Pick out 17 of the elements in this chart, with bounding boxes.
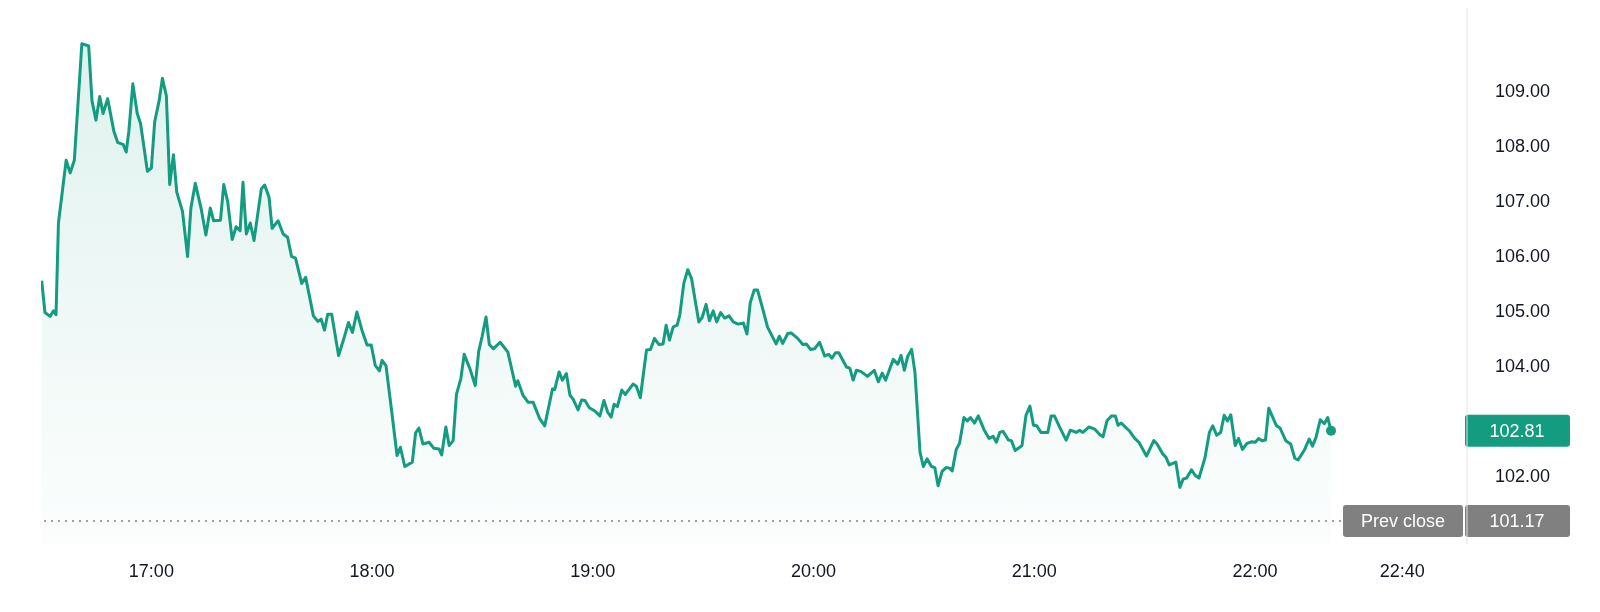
x-tick-label: 20:00: [791, 560, 837, 581]
x-tick-label: 19:00: [570, 560, 616, 581]
y-tick-label: 102.00: [1495, 465, 1551, 486]
x-tick-label: 18:00: [349, 560, 395, 581]
x-tick-label: 22:00: [1232, 560, 1278, 581]
y-tick-label: 104.00: [1495, 355, 1551, 376]
x-tick-label: 22:40: [1379, 560, 1425, 581]
x-tick-label: 21:00: [1011, 560, 1057, 581]
y-tick-label: 106.00: [1495, 245, 1551, 266]
text: 102.81: [1489, 420, 1545, 441]
y-tick-label: 108.00: [1495, 135, 1551, 156]
y-tick-label: 105.00: [1495, 300, 1551, 321]
ref-line-label: Prev close: [1360, 510, 1446, 531]
y-tick-label: 107.00: [1495, 190, 1551, 211]
y-tick-label: 109.00: [1495, 80, 1551, 101]
x-tick-label: 17:00: [128, 560, 174, 581]
text: 101.17: [1489, 510, 1545, 531]
